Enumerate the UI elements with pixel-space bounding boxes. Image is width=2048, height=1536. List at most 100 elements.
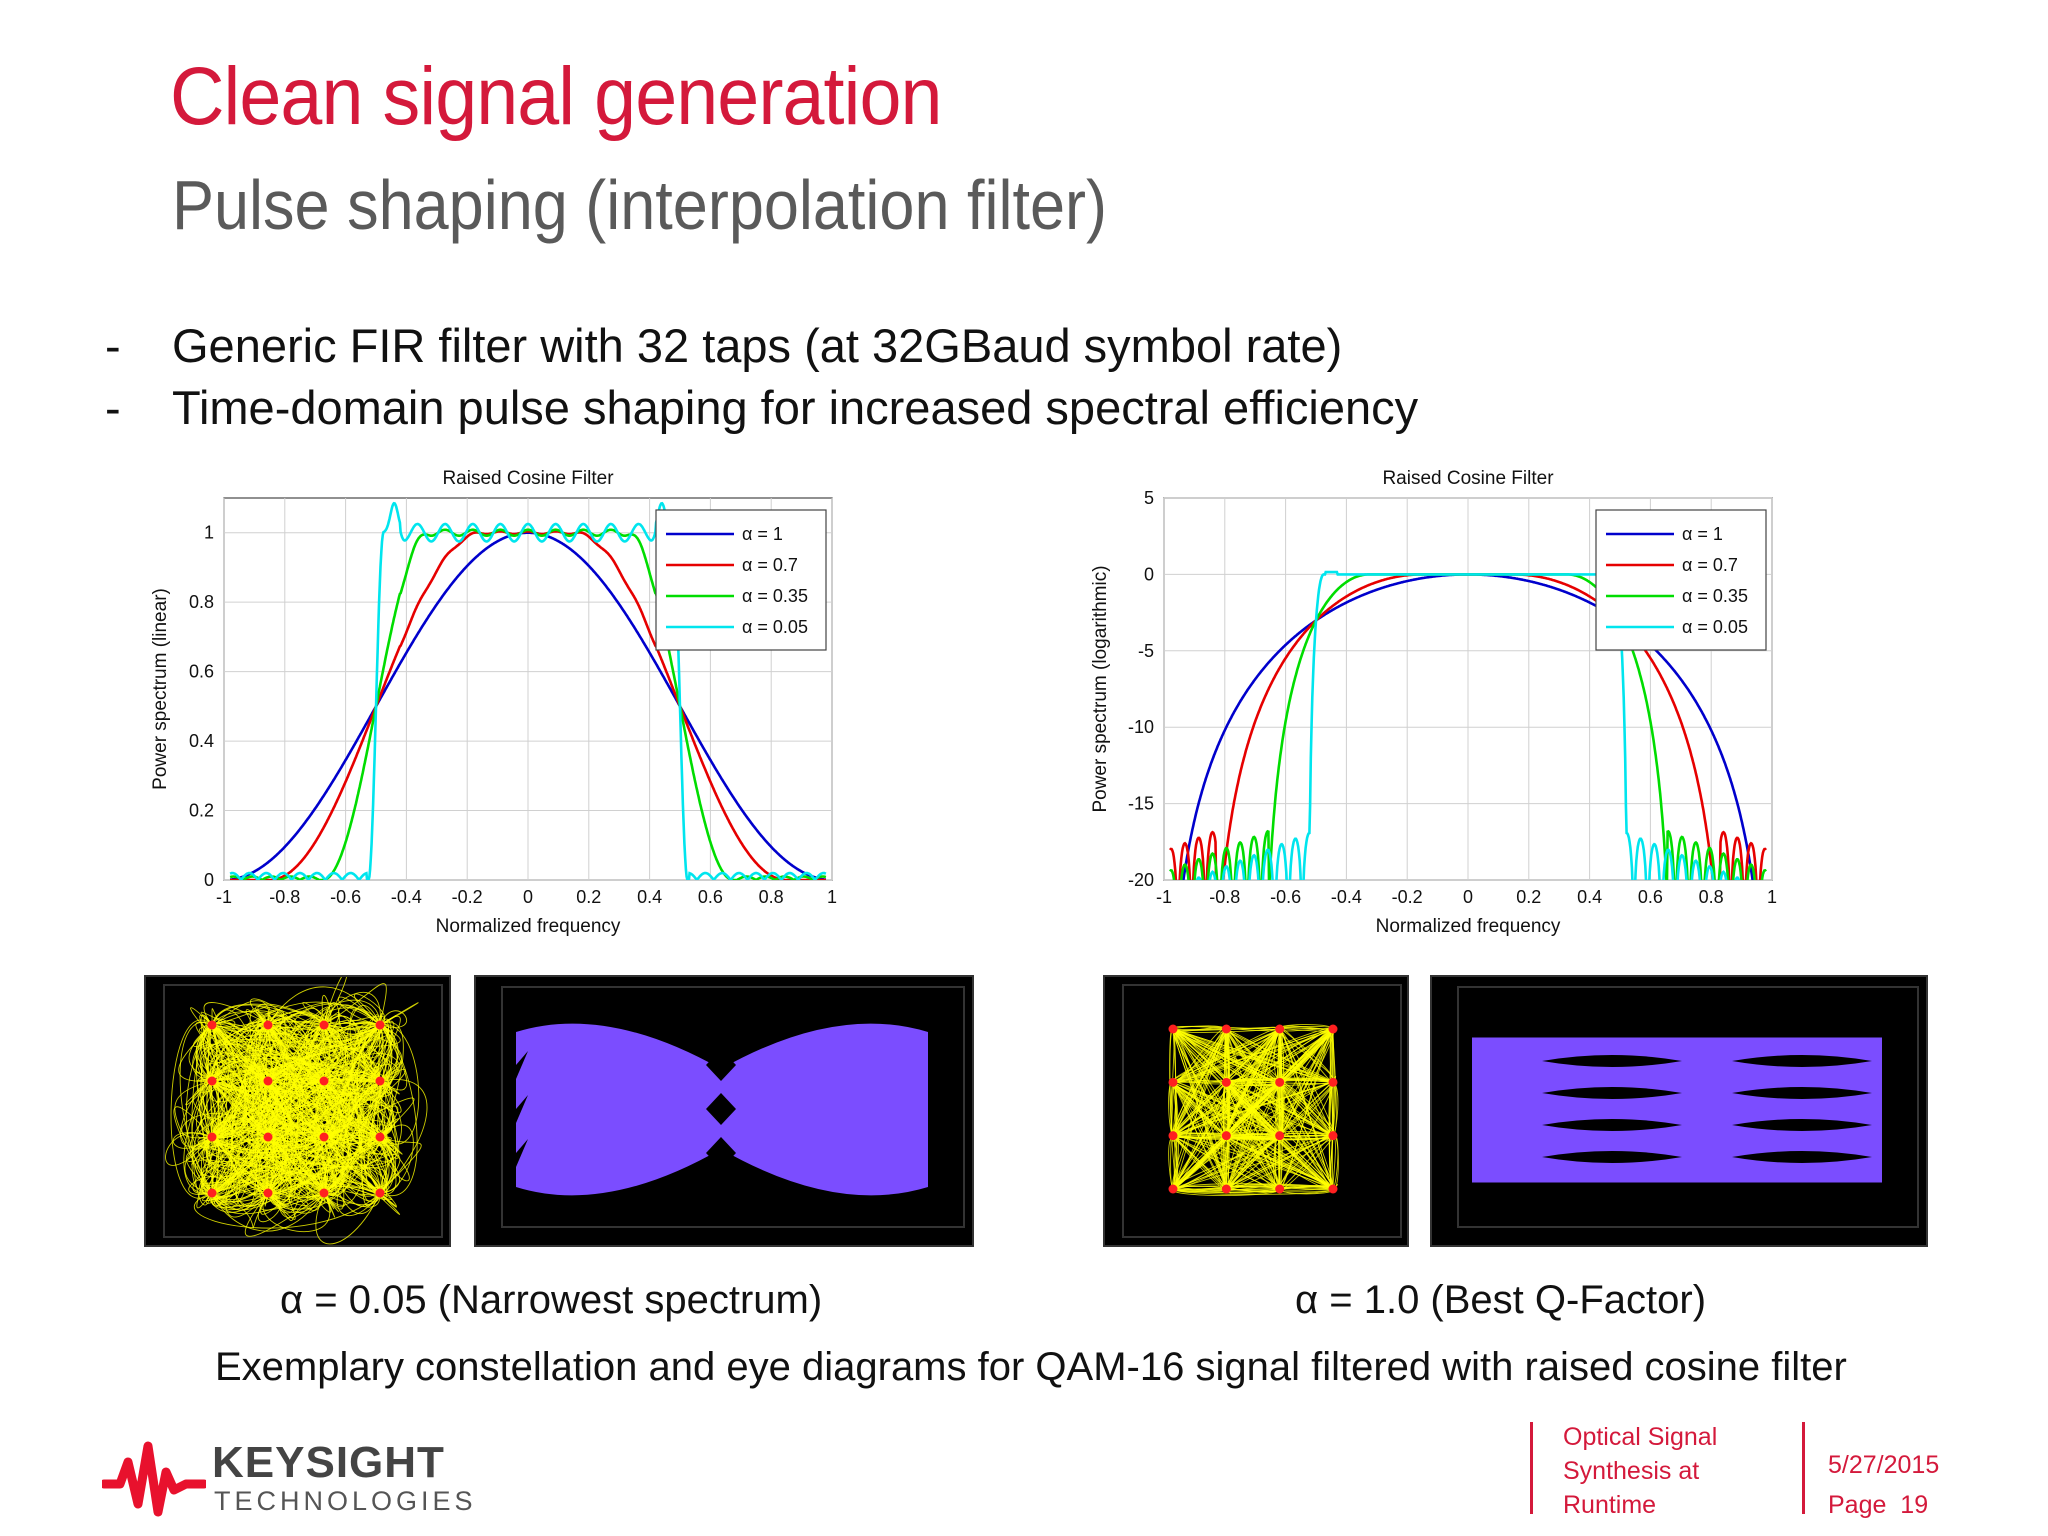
constellation-trace bbox=[210, 1073, 381, 1196]
eye-opening bbox=[1732, 1055, 1872, 1067]
footer-page-number: 19 bbox=[1900, 1491, 1929, 1519]
constellation-trace bbox=[245, 1014, 386, 1237]
bullet-text: Generic FIR filter with 32 taps (at 32GB… bbox=[172, 319, 1343, 372]
x-tick-label: -0.4 bbox=[391, 887, 422, 907]
constellation-point bbox=[1275, 1077, 1285, 1087]
constellation-point bbox=[1221, 1077, 1231, 1087]
bullet-1: - Generic FIR filter with 32 taps (at 32G… bbox=[105, 318, 1342, 373]
constellation-trace bbox=[1172, 1028, 1285, 1137]
y-tick-label: 0 bbox=[204, 870, 214, 890]
eye-opening bbox=[706, 1093, 736, 1125]
constellation-trace bbox=[178, 1008, 325, 1082]
constellation-trace bbox=[211, 1010, 381, 1205]
x-tick-label: 0.6 bbox=[698, 887, 723, 907]
x-tick-label: 0.8 bbox=[1699, 887, 1724, 907]
constellation-trace bbox=[1172, 1081, 1335, 1137]
x-tick-label: 0.6 bbox=[1638, 887, 1663, 907]
constellation-point bbox=[207, 1020, 217, 1030]
eye-opening bbox=[516, 1051, 528, 1079]
constellation-trace bbox=[267, 1020, 344, 1195]
chart-title: Raised Cosine Filter bbox=[1382, 468, 1554, 489]
x-tick-label: 0.4 bbox=[637, 887, 662, 907]
constellation-trace bbox=[165, 1080, 379, 1166]
constellation-point bbox=[319, 1076, 329, 1086]
constellation-point bbox=[263, 1188, 273, 1198]
constellation-trace bbox=[210, 1016, 401, 1199]
footer-doc-title-line: Optical Signal bbox=[1563, 1423, 1718, 1451]
constellation-trace bbox=[1225, 1028, 1334, 1137]
bullet-dash: - bbox=[105, 381, 121, 434]
constellation-trace bbox=[206, 1024, 383, 1168]
constellation-trace bbox=[179, 1022, 381, 1229]
logo-name: KEYSIGHT bbox=[212, 1438, 445, 1487]
constellation-trace bbox=[1279, 1028, 1334, 1190]
constellation-trace bbox=[1172, 1028, 1228, 1192]
x-tick-label: -0.2 bbox=[452, 887, 483, 907]
constellation-plot bbox=[163, 971, 443, 1245]
constellation-trace bbox=[267, 1024, 381, 1082]
x-tick-label: 0.2 bbox=[1516, 887, 1541, 907]
x-tick-label: 1 bbox=[827, 887, 837, 907]
constellation-trace bbox=[211, 1079, 395, 1203]
constellation-point bbox=[375, 1020, 385, 1030]
caption-best-q: α = 1.0 (Best Q-Factor) bbox=[1295, 1278, 1707, 1322]
constellation-point bbox=[263, 1132, 273, 1142]
bullet-2: - Time-domain pulse shaping for increased… bbox=[105, 380, 1418, 435]
legend-label: α = 0.05 bbox=[1682, 617, 1748, 637]
y-tick-label: -10 bbox=[1128, 717, 1154, 737]
constellation-trace bbox=[1225, 1081, 1334, 1190]
constellation-point bbox=[319, 1020, 329, 1030]
eye-opening bbox=[1732, 1151, 1872, 1163]
eye-opening bbox=[1542, 1055, 1682, 1067]
footer-doc-title-line: Synthesis at bbox=[1563, 1457, 1700, 1485]
x-axis-label: Normalized frequency bbox=[436, 916, 621, 937]
constellation-trace bbox=[259, 1024, 385, 1194]
constellation-trace bbox=[211, 1002, 340, 1210]
constellation-point bbox=[263, 1020, 273, 1030]
slide-title: Clean signal generation bbox=[170, 51, 942, 142]
constellation-point bbox=[207, 1076, 217, 1086]
footer-page: Page 19 bbox=[1828, 1488, 1928, 1522]
legend-label: α = 0.35 bbox=[1682, 586, 1748, 606]
legend-label: α = 0.35 bbox=[742, 586, 808, 606]
legend-label: α = 0.05 bbox=[742, 617, 808, 637]
series-line bbox=[1195, 570, 1741, 880]
constellation-trace bbox=[185, 1024, 395, 1194]
x-tick-label: -0.4 bbox=[1331, 887, 1362, 907]
constellation-trace bbox=[1171, 1081, 1281, 1137]
x-tick-label: 0 bbox=[523, 887, 533, 907]
y-tick-label: 0 bbox=[1144, 564, 1154, 584]
constellation-point bbox=[1221, 1131, 1231, 1141]
y-tick-label: 1 bbox=[204, 523, 214, 543]
constellation-trace bbox=[172, 1022, 386, 1194]
eye-diagram-narrow bbox=[474, 975, 974, 1247]
constellation-trace bbox=[1172, 1027, 1334, 1137]
eye-opening bbox=[706, 1049, 736, 1081]
eye-opening bbox=[706, 1183, 736, 1201]
constellation-trace bbox=[267, 1024, 393, 1202]
footer-page-label: Page bbox=[1828, 1491, 1887, 1519]
constellation-point bbox=[1168, 1024, 1178, 1034]
constellation-diagram-narrow bbox=[144, 971, 451, 1247]
chart-title: Raised Cosine Filter bbox=[442, 468, 614, 489]
constellation-point bbox=[319, 1132, 329, 1142]
y-tick-label: -5 bbox=[1138, 641, 1154, 661]
eye-plot bbox=[1457, 986, 1919, 1228]
series-line bbox=[230, 530, 826, 880]
x-tick-label: -0.8 bbox=[269, 887, 300, 907]
constellation-trace bbox=[1172, 1025, 1334, 1190]
constellation-trace bbox=[1172, 1028, 1334, 1191]
constellation-trace bbox=[211, 1061, 396, 1189]
constellation-trace bbox=[200, 1109, 381, 1213]
constellation-point bbox=[1328, 1024, 1338, 1034]
constellation-point bbox=[1328, 1131, 1338, 1141]
constellation-trace bbox=[249, 998, 401, 1093]
constellation-point bbox=[263, 1076, 273, 1086]
constellation-trace bbox=[323, 1066, 391, 1159]
x-tick-label: -1 bbox=[1156, 887, 1172, 907]
y-tick-label: 5 bbox=[1144, 488, 1154, 508]
constellation-trace bbox=[211, 1062, 325, 1194]
constellation-point bbox=[319, 1188, 329, 1198]
constellation-diagram-best bbox=[1103, 975, 1409, 1247]
y-tick-label: 0.2 bbox=[189, 801, 214, 821]
